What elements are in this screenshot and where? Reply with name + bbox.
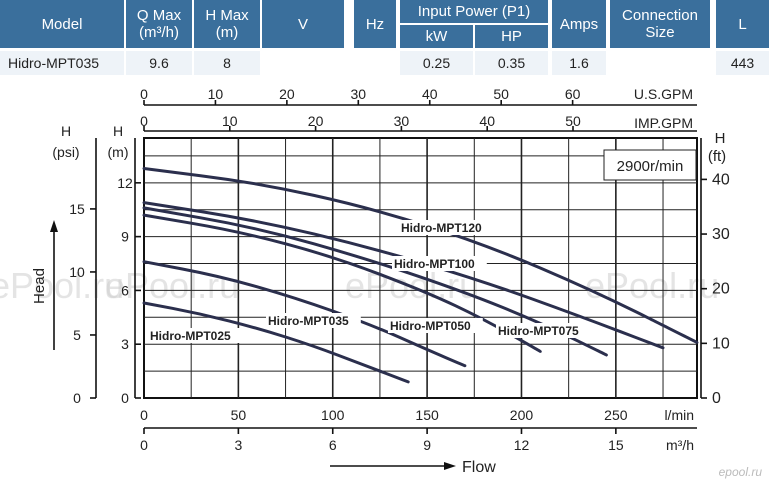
tick-label-usgpm: 0 xyxy=(140,86,148,102)
axis-unit2-ft: (ft) xyxy=(708,148,726,165)
axis-unit-psi: H xyxy=(61,123,71,139)
tick-label-usgpm: 60 xyxy=(565,86,581,102)
logo-watermark: epool.ru xyxy=(719,465,763,479)
tick-label-m: 3 xyxy=(121,336,129,352)
col-header-qmax: Q Max (m³/h) xyxy=(126,0,192,48)
tick-label-m: 6 xyxy=(121,282,129,298)
cell-model: Hidro-MPT035 xyxy=(0,51,124,75)
tick-label-usgpm: 20 xyxy=(279,86,295,102)
watermark-text: ePool.ru xyxy=(585,265,719,306)
col-header-hmax: H Max (m) xyxy=(194,0,260,48)
series-label-bg xyxy=(392,256,487,271)
axis-unit-lmin: l/min xyxy=(664,407,694,423)
tick-label-impgpm: 0 xyxy=(140,113,148,129)
series-label-bg xyxy=(399,220,494,235)
flow-arrow-head xyxy=(444,462,456,470)
plot-frame xyxy=(143,137,698,399)
col-header-v: V xyxy=(262,0,344,48)
cell-hp: 0.35 xyxy=(475,51,548,75)
tick-label-psi: 0 xyxy=(73,390,81,406)
cell-v xyxy=(262,51,344,75)
col-header-connection: Connection Size xyxy=(610,0,710,48)
tick-label-psi: 15 xyxy=(69,201,85,217)
cell-hmax: 8 xyxy=(194,51,260,75)
col-header-l: L xyxy=(716,0,769,48)
series-label-bg xyxy=(266,313,361,328)
tick-label-impgpm: 40 xyxy=(479,113,495,129)
tick-label-lmin: 0 xyxy=(140,407,148,423)
series-label-hidro-mpt025: Hidro-MPT025 xyxy=(150,329,231,343)
speed-label-box xyxy=(603,149,697,181)
series-label-bg xyxy=(148,328,243,343)
axis-unit-ft: H xyxy=(715,130,726,147)
tick-label-m: 12 xyxy=(117,175,133,191)
tick-label-usgpm: 10 xyxy=(208,86,224,102)
tick-label-lmin: 150 xyxy=(415,407,439,423)
series-label-bg xyxy=(388,318,483,333)
tick-label-m3h: 0 xyxy=(140,437,148,453)
tick-label-ft: 40 xyxy=(712,171,730,188)
axis-unit-impgpm: IMP.GPM xyxy=(634,115,693,131)
cell-qmax: 9.6 xyxy=(126,51,192,75)
col-header-hz: Hz xyxy=(354,0,396,48)
cell-amps: 1.6 xyxy=(552,51,606,75)
tick-label-m: 0 xyxy=(121,390,129,406)
tick-label-usgpm: 40 xyxy=(422,86,438,102)
axis-unit-m3h: m³/h xyxy=(666,437,694,453)
axis-unit-m: H xyxy=(113,123,123,139)
curve-hidro-mpt035 xyxy=(142,260,467,368)
y-axis-label: Head xyxy=(31,268,48,304)
tick-label-m: 9 xyxy=(121,229,129,245)
tick-label-lmin: 100 xyxy=(321,407,345,423)
tick-label-m3h: 9 xyxy=(423,437,431,453)
axis-unit-usgpm: U.S.GPM xyxy=(634,86,693,102)
speed-label: 2900r/min xyxy=(617,158,684,175)
series-label-hidro-mpt100: Hidro-MPT100 xyxy=(394,257,475,271)
watermark-text: ePool.ru xyxy=(105,265,239,306)
cell-l: 443 xyxy=(716,51,769,75)
tick-label-m3h: 15 xyxy=(608,437,624,453)
tick-label-lmin: 250 xyxy=(604,407,628,423)
tick-label-impgpm: 50 xyxy=(565,113,581,129)
series-label-hidro-mpt075: Hidro-MPT075 xyxy=(498,324,579,338)
col-header-kw: kW xyxy=(400,25,473,48)
watermark-text: ePool.ru xyxy=(0,265,124,306)
tick-label-m3h: 3 xyxy=(234,437,242,453)
series-label-hidro-mpt050: Hidro-MPT050 xyxy=(390,319,471,333)
x-axis-label: Flow xyxy=(462,459,496,476)
cell-hz xyxy=(354,51,396,75)
series-label-hidro-mpt120: Hidro-MPT120 xyxy=(401,221,482,235)
tick-label-ft: 30 xyxy=(712,226,730,243)
col-header-power: Input Power (P1) xyxy=(400,0,548,23)
tick-label-ft: 0 xyxy=(712,390,721,407)
series-label-hidro-mpt035: Hidro-MPT035 xyxy=(268,314,349,328)
series-label-bg xyxy=(496,323,591,338)
tick-label-psi: 5 xyxy=(73,327,81,343)
tick-label-usgpm: 30 xyxy=(351,86,367,102)
tick-label-ft: 20 xyxy=(712,281,730,298)
col-header-hp: HP xyxy=(475,25,548,48)
tick-label-impgpm: 10 xyxy=(222,113,238,129)
tick-label-m3h: 12 xyxy=(514,437,530,453)
tick-label-m3h: 6 xyxy=(329,437,337,453)
col-header-model: Model xyxy=(0,0,124,48)
axis-unit2-psi: (psi) xyxy=(52,144,79,160)
tick-label-lmin: 200 xyxy=(510,407,534,423)
curve-hidro-mpt120 xyxy=(142,167,699,344)
head-arrow-head xyxy=(50,220,58,232)
tick-label-impgpm: 20 xyxy=(308,113,324,129)
tick-label-usgpm: 50 xyxy=(493,86,509,102)
cell-connection xyxy=(610,51,710,75)
axis-unit2-m: (m) xyxy=(108,144,129,160)
curve-hidro-mpt025 xyxy=(142,301,410,384)
tick-label-psi: 10 xyxy=(69,264,85,280)
tick-label-ft: 10 xyxy=(712,335,730,352)
cell-kw: 0.25 xyxy=(400,51,473,75)
tick-label-impgpm: 30 xyxy=(394,113,410,129)
tick-label-lmin: 50 xyxy=(231,407,247,423)
col-header-amps: Amps xyxy=(552,0,606,48)
